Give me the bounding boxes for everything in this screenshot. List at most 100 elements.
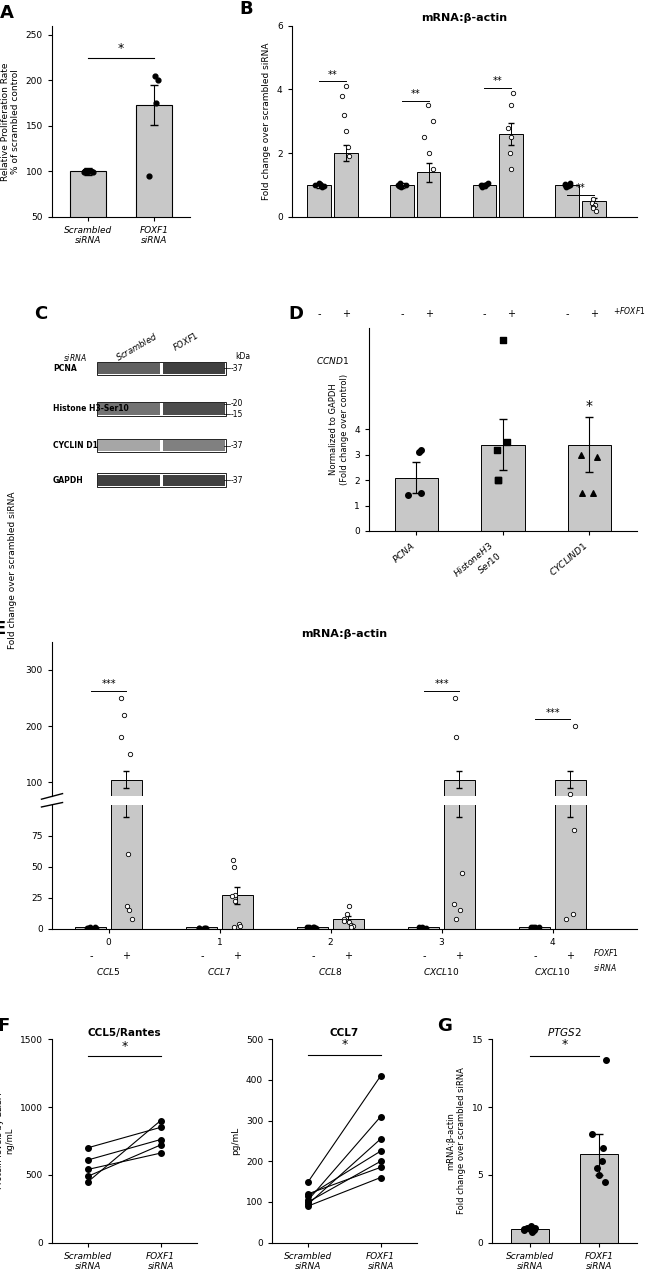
Text: PCNA: PCNA xyxy=(53,364,77,373)
Point xyxy=(526,828,537,848)
Point xyxy=(570,716,580,737)
Text: $\it{siRNA}$: $\it{siRNA}$ xyxy=(63,352,87,363)
Point xyxy=(309,917,319,938)
Point xyxy=(192,828,202,848)
Y-axis label: Fold change over scrambled siRNA: Fold change over scrambled siRNA xyxy=(263,42,271,200)
Point xyxy=(376,1107,386,1127)
Point xyxy=(118,646,128,666)
Point xyxy=(528,917,539,938)
Point xyxy=(526,1216,536,1236)
Text: -: - xyxy=(483,309,486,319)
Bar xyxy=(555,780,586,839)
Point xyxy=(202,828,212,848)
Point xyxy=(376,1141,386,1162)
Text: -37: -37 xyxy=(231,475,243,484)
Point xyxy=(588,483,598,503)
Point xyxy=(341,76,351,96)
Point xyxy=(232,828,242,848)
Point xyxy=(306,828,316,848)
Point xyxy=(91,828,101,848)
Text: F: F xyxy=(0,1017,9,1035)
Point xyxy=(417,917,428,938)
Point xyxy=(191,828,202,848)
Point xyxy=(310,828,320,848)
Point xyxy=(303,1194,313,1214)
Title: mRNA:β-actin: mRNA:β-actin xyxy=(302,629,387,639)
Text: B: B xyxy=(240,0,254,18)
Point xyxy=(400,174,411,195)
Point xyxy=(155,1130,166,1150)
Text: G: G xyxy=(437,1017,452,1035)
Point xyxy=(194,828,205,848)
Point xyxy=(344,897,354,917)
Point xyxy=(116,696,127,716)
Point xyxy=(342,819,352,839)
Text: +: + xyxy=(122,951,131,961)
Point xyxy=(394,175,404,196)
Point xyxy=(236,813,246,834)
Point xyxy=(588,196,598,216)
Point xyxy=(79,160,90,181)
Point xyxy=(346,915,356,935)
Point xyxy=(560,174,571,195)
Point xyxy=(303,1195,313,1216)
Point xyxy=(416,828,426,848)
Point xyxy=(83,917,93,938)
Point xyxy=(591,200,601,220)
Point xyxy=(303,1190,313,1211)
Point xyxy=(560,177,571,197)
Point xyxy=(302,917,313,938)
Point xyxy=(87,828,98,848)
Point xyxy=(588,197,599,218)
Point xyxy=(376,1152,386,1172)
Text: ***: *** xyxy=(101,679,116,689)
Text: -: - xyxy=(400,309,404,319)
Point xyxy=(519,1220,529,1240)
Bar xyxy=(162,363,225,374)
Text: +: + xyxy=(507,309,515,319)
Point xyxy=(81,917,92,938)
Bar xyxy=(499,135,523,216)
Point xyxy=(153,70,163,91)
Point xyxy=(303,1184,313,1204)
Point xyxy=(525,1218,535,1239)
Text: $\it{siRNA}$: $\it{siRNA}$ xyxy=(593,962,616,974)
Point xyxy=(234,913,244,934)
Point xyxy=(337,86,347,106)
Title: $\it{PTGS2}$: $\it{PTGS2}$ xyxy=(547,1026,582,1039)
Text: $\it{PEA15}$: $\it{PEA15}$ xyxy=(566,355,595,366)
Point xyxy=(307,828,318,848)
Point xyxy=(415,439,426,460)
Text: *: * xyxy=(341,1038,348,1050)
Text: ***: *** xyxy=(434,679,449,689)
Point xyxy=(83,1159,94,1180)
Text: $\it{FOXF1}$: $\it{FOXF1}$ xyxy=(171,329,201,354)
Point xyxy=(568,824,578,844)
Bar xyxy=(97,402,226,415)
Point xyxy=(519,1218,529,1239)
Text: $\it{siRNA}$: $\it{siRNA}$ xyxy=(614,347,637,359)
Point xyxy=(312,828,322,848)
Point xyxy=(587,1123,597,1144)
Point xyxy=(229,885,240,906)
Point xyxy=(577,483,588,503)
Point xyxy=(84,160,94,181)
Point xyxy=(317,177,327,197)
Text: +: + xyxy=(233,951,241,961)
Point xyxy=(376,1157,386,1177)
Point xyxy=(79,161,90,182)
Text: *: * xyxy=(122,1040,127,1053)
Point xyxy=(83,1171,94,1191)
Point xyxy=(116,688,126,708)
Point xyxy=(529,1217,539,1237)
Point xyxy=(232,826,242,847)
Point xyxy=(125,744,136,765)
Point xyxy=(428,159,438,179)
Point xyxy=(428,111,438,132)
Point xyxy=(505,143,515,164)
Bar xyxy=(395,478,438,530)
Text: E: E xyxy=(0,620,6,638)
Bar xyxy=(97,474,226,487)
Point xyxy=(506,127,516,147)
Text: *: * xyxy=(118,42,124,55)
